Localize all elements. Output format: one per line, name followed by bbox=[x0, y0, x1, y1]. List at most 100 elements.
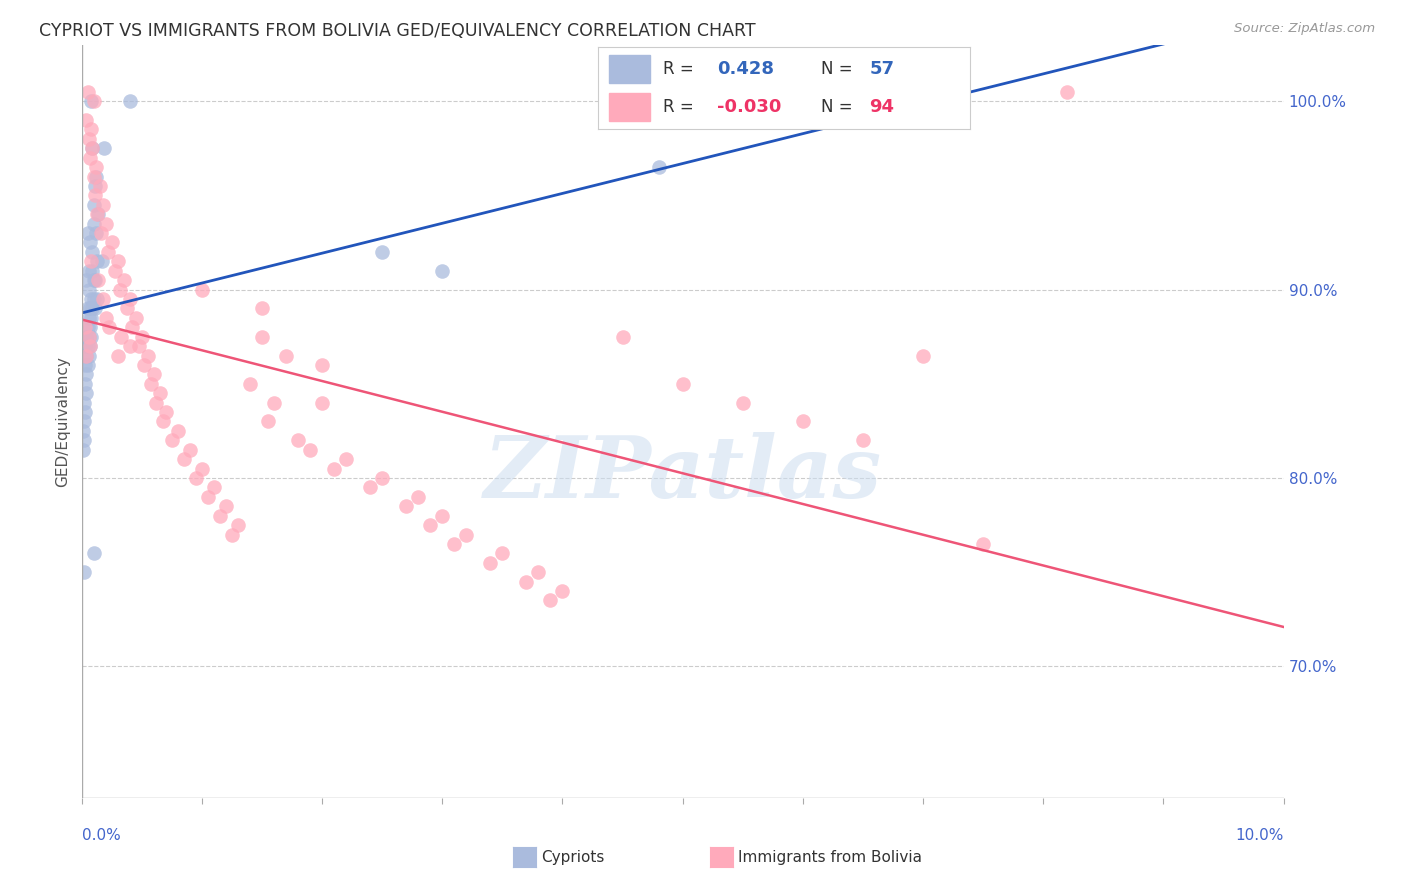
Point bbox=[118, 292, 141, 306]
Point bbox=[76, 85, 98, 99]
Point bbox=[90, 226, 112, 240]
Point bbox=[551, 584, 574, 599]
Point bbox=[432, 264, 454, 278]
Point bbox=[145, 395, 167, 409]
Point bbox=[79, 151, 101, 165]
Point bbox=[121, 320, 143, 334]
Point bbox=[79, 339, 101, 353]
Point bbox=[73, 434, 96, 448]
Point bbox=[250, 301, 273, 316]
Point bbox=[82, 244, 104, 259]
Point bbox=[115, 301, 138, 316]
Point bbox=[443, 537, 465, 551]
Point bbox=[298, 442, 321, 457]
Point bbox=[84, 226, 107, 240]
Point bbox=[100, 235, 122, 250]
Point bbox=[672, 376, 695, 391]
Point bbox=[263, 395, 285, 409]
Text: N =: N = bbox=[821, 60, 852, 78]
Point bbox=[91, 198, 114, 212]
Point bbox=[79, 235, 101, 250]
Y-axis label: GED/Equivalency: GED/Equivalency bbox=[55, 356, 70, 487]
Point bbox=[155, 405, 177, 419]
Point bbox=[647, 160, 669, 174]
Point bbox=[73, 395, 96, 409]
Point bbox=[107, 349, 129, 363]
Point bbox=[792, 414, 814, 429]
Point bbox=[395, 500, 418, 514]
Point bbox=[77, 349, 100, 363]
Text: N =: N = bbox=[821, 98, 852, 116]
Point bbox=[73, 565, 96, 579]
Point bbox=[287, 434, 309, 448]
Point bbox=[75, 329, 97, 343]
Point bbox=[86, 254, 108, 268]
Point bbox=[128, 339, 150, 353]
Point bbox=[107, 254, 129, 268]
Point bbox=[149, 386, 172, 401]
Point bbox=[72, 442, 94, 457]
Point bbox=[731, 395, 754, 409]
Text: -0.030: -0.030 bbox=[717, 98, 782, 116]
Bar bbox=[609, 55, 650, 83]
Text: ZIPatlas: ZIPatlas bbox=[484, 433, 882, 516]
Point bbox=[274, 349, 297, 363]
Point bbox=[77, 329, 100, 343]
Point bbox=[77, 132, 100, 146]
Point bbox=[250, 329, 273, 343]
Point bbox=[335, 452, 357, 467]
Point bbox=[612, 329, 634, 343]
Point bbox=[76, 320, 98, 334]
Text: 0.428: 0.428 bbox=[717, 60, 773, 78]
Point bbox=[86, 292, 108, 306]
Point bbox=[76, 226, 98, 240]
Point bbox=[98, 320, 121, 334]
Text: Immigrants from Bolivia: Immigrants from Bolivia bbox=[738, 850, 922, 864]
Point bbox=[72, 424, 94, 438]
Point bbox=[166, 424, 188, 438]
Point bbox=[86, 207, 108, 221]
Point bbox=[83, 546, 105, 560]
Point bbox=[75, 273, 97, 287]
Point bbox=[112, 273, 135, 287]
Point bbox=[84, 169, 107, 184]
Point bbox=[221, 527, 243, 541]
Point bbox=[136, 349, 159, 363]
Text: 0.0%: 0.0% bbox=[82, 828, 121, 843]
Point bbox=[75, 386, 97, 401]
Point bbox=[75, 349, 97, 363]
Point bbox=[80, 122, 103, 136]
Point bbox=[75, 368, 97, 382]
Point bbox=[77, 283, 100, 297]
Point bbox=[79, 339, 101, 353]
Point bbox=[538, 593, 561, 607]
Point bbox=[311, 358, 333, 372]
Point bbox=[76, 339, 98, 353]
Point bbox=[191, 283, 214, 297]
Point bbox=[118, 94, 141, 108]
Point bbox=[202, 480, 225, 494]
Point bbox=[91, 292, 114, 306]
Point bbox=[239, 376, 262, 391]
Text: Cypriots: Cypriots bbox=[541, 850, 605, 864]
Point bbox=[94, 217, 117, 231]
Point bbox=[75, 112, 97, 127]
Point bbox=[75, 358, 97, 372]
Point bbox=[97, 244, 120, 259]
Point bbox=[89, 178, 111, 193]
Point bbox=[91, 254, 114, 268]
Point bbox=[77, 329, 100, 343]
Point bbox=[83, 169, 105, 184]
Point bbox=[83, 217, 105, 231]
Point bbox=[76, 301, 98, 316]
Point bbox=[75, 349, 97, 363]
Point bbox=[83, 273, 105, 287]
Point bbox=[131, 329, 153, 343]
Point bbox=[104, 264, 127, 278]
Point bbox=[83, 273, 105, 287]
Point bbox=[118, 339, 141, 353]
Text: 57: 57 bbox=[869, 60, 894, 78]
Point bbox=[179, 442, 201, 457]
Point bbox=[184, 471, 207, 485]
Point bbox=[83, 198, 105, 212]
